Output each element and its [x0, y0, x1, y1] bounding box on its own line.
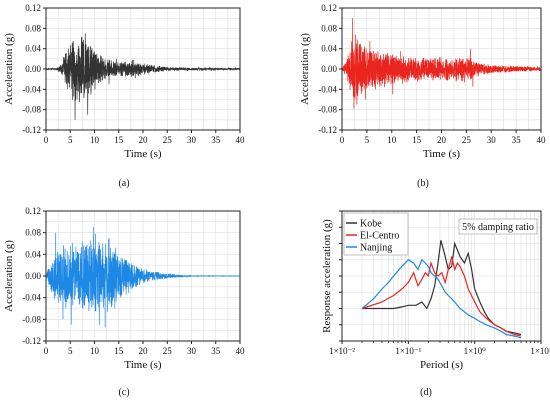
y-tick-label: -0.12 — [22, 125, 41, 135]
y-tick-label: 0.00 — [25, 64, 41, 74]
x-tick-label: 15 — [412, 135, 422, 145]
legend-box — [343, 212, 409, 256]
x-tick-label: 1×10¹ — [530, 346, 550, 356]
chart-panel-b: 0 5 10 15 20 25 30 35 40 -0.12 -0.08 -0.04 0.00 0.04 0… — [299, 3, 546, 189]
x-tick-label: 40 — [236, 346, 246, 356]
y-axis-label: Acceleration (g) — [3, 33, 15, 105]
annotation-box — [458, 218, 538, 235]
panel-label: (b) — [417, 178, 429, 189]
x-tick-label: 15 — [114, 346, 124, 356]
y-tick-label: 0.00 — [321, 64, 337, 74]
y-axis-label: Acceleration (g) — [3, 240, 15, 312]
x-tick-label: 10 — [387, 135, 397, 145]
y-axis-label: Response acceleration (g) — [321, 219, 333, 333]
acceleration-trace — [45, 33, 241, 120]
y-tick-label: -0.12 — [318, 125, 337, 135]
chart-panel-d: 1×10⁻² 1×10⁻¹ 1×10⁰ 1×10¹ Period (s) Response… — [321, 210, 550, 398]
x-tick-label: 35 — [211, 346, 221, 356]
x-tick-label: 5 — [365, 135, 370, 145]
y-tick-label: 0.08 — [25, 228, 41, 238]
x-tick-label: 1×10⁻² — [329, 346, 355, 356]
y-tick-label: 0.00 — [25, 271, 41, 281]
y-tick-label: -0.04 — [22, 84, 41, 94]
y-tick-label: 0.12 — [321, 3, 337, 13]
x-tick-label: 5 — [68, 135, 73, 145]
x-tick-label: 20 — [139, 346, 149, 356]
y-tick-label: -0.12 — [22, 336, 41, 346]
x-tick-label: 30 — [187, 135, 197, 145]
panel-label: (c) — [118, 387, 129, 398]
x-tick-label: 10 — [90, 346, 100, 356]
series-line-elcentro — [361, 256, 522, 337]
x-tick-label: 35 — [512, 135, 522, 145]
x-tick-label: 25 — [163, 346, 173, 356]
x-tick-label: 25 — [462, 135, 472, 145]
x-tick-label: 30 — [487, 135, 497, 145]
panel-label: (d) — [420, 387, 432, 398]
x-axis-label: Time (s) — [423, 148, 461, 160]
x-tick-label: 0 — [340, 135, 345, 145]
chart-panel-a: 0 5 10 15 20 25 30 35 40 -0.12 -0.08 -0.04 0.00 0.04 0… — [3, 3, 245, 189]
y-tick-label: 0.08 — [321, 23, 337, 33]
x-axis-label: Time (s) — [124, 359, 162, 371]
x-tick-label: 5 — [68, 346, 73, 356]
x-tick-label: 40 — [236, 135, 246, 145]
series-line-kobe — [362, 240, 522, 336]
y-axis-label: Acceleration (g) — [299, 33, 311, 105]
y-tick-label: 0.12 — [25, 206, 41, 216]
x-tick-label: 40 — [537, 135, 547, 145]
x-tick-label: 20 — [139, 135, 149, 145]
panel-label: (a) — [118, 178, 129, 189]
x-tick-label: 25 — [163, 135, 173, 145]
x-tick-label: 1×10⁰ — [464, 346, 487, 356]
legend-label: Kobe — [360, 219, 382, 230]
y-tick-label: -0.08 — [22, 105, 41, 115]
x-tick-label: 1×10⁻¹ — [395, 346, 421, 356]
acceleration-trace — [45, 227, 241, 328]
y-tick-label: 0.04 — [25, 44, 41, 54]
chart-panel-c: 0 5 10 15 20 25 30 35 40 -0.12 -0.08 -0.04 0.00 0.04 0… — [3, 206, 245, 398]
x-tick-label: 35 — [211, 135, 221, 145]
acceleration-trace — [341, 18, 542, 109]
y-tick-label: -0.08 — [22, 314, 41, 324]
x-tick-label: 0 — [44, 135, 49, 145]
x-tick-label: 30 — [187, 346, 197, 356]
series-line-nanjing — [361, 258, 522, 339]
y-tick-label: -0.04 — [318, 84, 337, 94]
y-tick-label: -0.04 — [22, 293, 41, 303]
y-tick-label: -0.08 — [318, 105, 337, 115]
y-tick-label: 0.04 — [25, 249, 41, 259]
annotation-text: 5% damping ratio — [462, 222, 534, 233]
y-tick-label: 0.12 — [25, 3, 41, 13]
x-tick-label: 0 — [44, 346, 49, 356]
legend-label: El-Centro — [360, 231, 399, 242]
y-tick-label: 0.04 — [321, 44, 337, 54]
x-axis-label: Period (s) — [420, 359, 463, 371]
x-tick-label: 20 — [437, 135, 447, 145]
x-tick-label: 10 — [90, 135, 100, 145]
x-tick-label: 15 — [114, 135, 124, 145]
legend-label: Nanjing — [360, 243, 392, 254]
x-axis-label: Time (s) — [124, 148, 162, 160]
y-tick-label: 0.08 — [25, 23, 41, 33]
